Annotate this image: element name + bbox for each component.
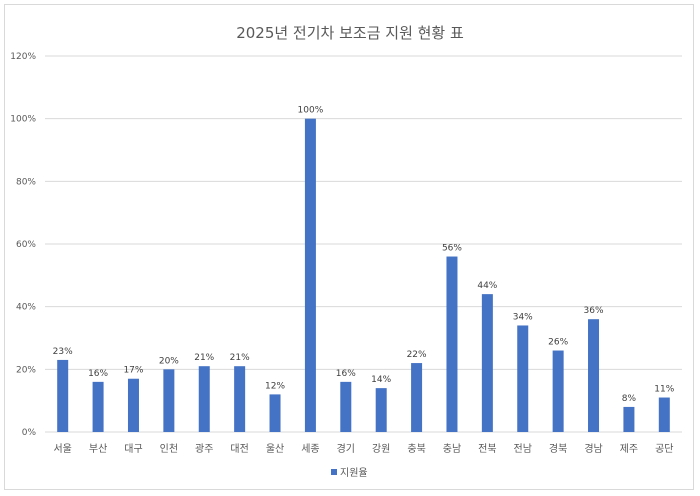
y-axis-ticks: 0% 20% 40% 60% 80% 100% 120% bbox=[10, 52, 36, 438]
data-label: 12% bbox=[265, 381, 285, 391]
x-category-label: 충북 bbox=[407, 443, 425, 455]
x-category-label: 전남 bbox=[514, 443, 532, 455]
x-category-label: 경남 bbox=[584, 442, 602, 455]
x-category-label: 경북 bbox=[549, 442, 567, 455]
data-label: 11% bbox=[654, 385, 674, 395]
x-category-label: 세종 bbox=[301, 443, 319, 455]
bar bbox=[481, 294, 493, 432]
bar bbox=[269, 394, 281, 432]
data-label: 14% bbox=[371, 375, 391, 385]
gridlines bbox=[45, 55, 682, 433]
data-label: 17% bbox=[123, 366, 143, 376]
bar bbox=[623, 406, 635, 432]
x-category-label: 대전 bbox=[230, 443, 248, 455]
x-axis-categories: 서울 부산 대구 인천 광주 대전 울산 세종 경기 강원 충북 충남 전북 전남 경북 경남 제주 공단 bbox=[53, 442, 673, 455]
bar bbox=[127, 378, 139, 432]
bar bbox=[304, 118, 316, 433]
bar bbox=[517, 325, 529, 432]
x-category-label: 강원 bbox=[372, 443, 390, 455]
bar bbox=[446, 256, 458, 432]
x-category-label: 충남 bbox=[443, 443, 461, 455]
legend: 지원율 bbox=[331, 467, 368, 479]
data-label: 44% bbox=[477, 281, 497, 291]
x-category-label: 공단 bbox=[655, 443, 673, 455]
bar bbox=[588, 319, 600, 432]
legend-label: 지원율 bbox=[340, 467, 368, 479]
bar bbox=[552, 350, 564, 432]
legend-swatch bbox=[331, 469, 337, 475]
data-label: 16% bbox=[88, 369, 108, 379]
data-label: 34% bbox=[513, 312, 533, 322]
y-tick-label: 80% bbox=[16, 177, 36, 187]
y-tick-label: 40% bbox=[16, 303, 36, 313]
y-tick-label: 20% bbox=[16, 365, 36, 375]
y-tick-label: 60% bbox=[16, 240, 36, 250]
data-label: 20% bbox=[159, 356, 179, 366]
x-category-label: 대구 bbox=[124, 443, 142, 455]
x-category-label: 광주 bbox=[195, 443, 213, 455]
data-label: 26% bbox=[548, 338, 568, 348]
data-label: 36% bbox=[584, 306, 604, 316]
bar bbox=[340, 381, 352, 432]
bar bbox=[163, 369, 175, 432]
bar bbox=[234, 366, 246, 432]
y-tick-label: 120% bbox=[10, 52, 36, 62]
x-category-label: 경기 bbox=[337, 442, 355, 455]
x-category-label: 울산 bbox=[266, 443, 284, 455]
data-label: 21% bbox=[194, 353, 214, 363]
bar bbox=[198, 366, 210, 432]
data-label: 23% bbox=[53, 347, 73, 357]
data-label: 100% bbox=[298, 106, 324, 116]
y-tick-label: 0% bbox=[22, 428, 37, 438]
bar bbox=[57, 359, 69, 432]
data-label: 16% bbox=[336, 369, 356, 379]
x-category-label: 부산 bbox=[89, 443, 107, 455]
y-tick-label: 100% bbox=[10, 115, 36, 125]
bar bbox=[92, 381, 104, 432]
x-category-label: 제주 bbox=[620, 443, 638, 455]
bar bbox=[411, 363, 423, 432]
x-category-label: 인천 bbox=[160, 443, 178, 455]
data-label: 56% bbox=[442, 244, 462, 254]
x-category-label: 서울 bbox=[53, 443, 71, 455]
data-label: 8% bbox=[622, 394, 637, 404]
bar bbox=[375, 388, 387, 432]
data-labels: 23% 16% 17% 20% 21% 21% 12% 100% 16% 14% 22% 56% 44%… bbox=[53, 106, 675, 404]
data-label: 21% bbox=[230, 353, 250, 363]
data-label: 22% bbox=[407, 350, 427, 360]
bar bbox=[658, 397, 670, 432]
bars bbox=[57, 118, 670, 433]
chart-title: 2025년 전기차 보조금 지원 현황 표 bbox=[236, 24, 464, 42]
x-category-label: 전북 bbox=[478, 443, 496, 455]
